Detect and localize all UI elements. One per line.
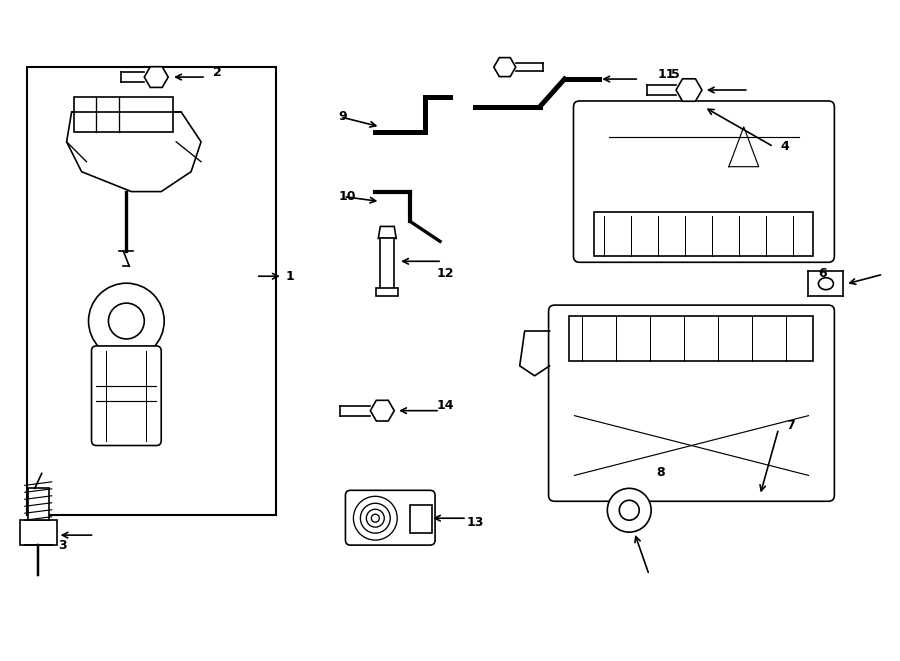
- Text: 14: 14: [437, 399, 454, 412]
- Text: 8: 8: [656, 466, 665, 479]
- Text: 10: 10: [338, 190, 356, 203]
- Text: 9: 9: [338, 110, 347, 124]
- Text: 12: 12: [437, 267, 454, 280]
- Text: 11: 11: [657, 67, 675, 81]
- Text: 6: 6: [818, 267, 827, 280]
- FancyBboxPatch shape: [549, 305, 834, 501]
- Circle shape: [366, 509, 384, 527]
- Text: 13: 13: [467, 516, 484, 529]
- Text: 4: 4: [780, 140, 789, 153]
- Circle shape: [619, 500, 639, 520]
- Ellipse shape: [818, 278, 833, 290]
- FancyBboxPatch shape: [346, 490, 435, 545]
- Text: 3: 3: [58, 539, 68, 551]
- Polygon shape: [676, 79, 702, 101]
- FancyBboxPatch shape: [573, 101, 834, 262]
- Circle shape: [608, 488, 652, 532]
- Bar: [28, 488, 49, 520]
- Text: 2: 2: [213, 65, 221, 79]
- Bar: [376, 288, 398, 296]
- Bar: [570, 316, 814, 361]
- Polygon shape: [144, 67, 168, 87]
- Circle shape: [354, 496, 397, 540]
- Polygon shape: [378, 227, 396, 239]
- Bar: [27, 67, 275, 515]
- FancyBboxPatch shape: [92, 346, 161, 446]
- Polygon shape: [370, 401, 394, 421]
- Text: 1: 1: [285, 270, 294, 283]
- Bar: [381, 239, 394, 291]
- Text: 5: 5: [671, 67, 680, 81]
- Bar: [20, 520, 57, 545]
- Polygon shape: [494, 58, 516, 77]
- Circle shape: [360, 503, 391, 533]
- Circle shape: [372, 514, 379, 522]
- Text: 7: 7: [787, 419, 796, 432]
- Bar: [410, 505, 432, 533]
- Circle shape: [88, 283, 164, 359]
- Circle shape: [108, 303, 144, 339]
- Polygon shape: [67, 112, 201, 192]
- Bar: [74, 97, 173, 132]
- Bar: [594, 212, 814, 256]
